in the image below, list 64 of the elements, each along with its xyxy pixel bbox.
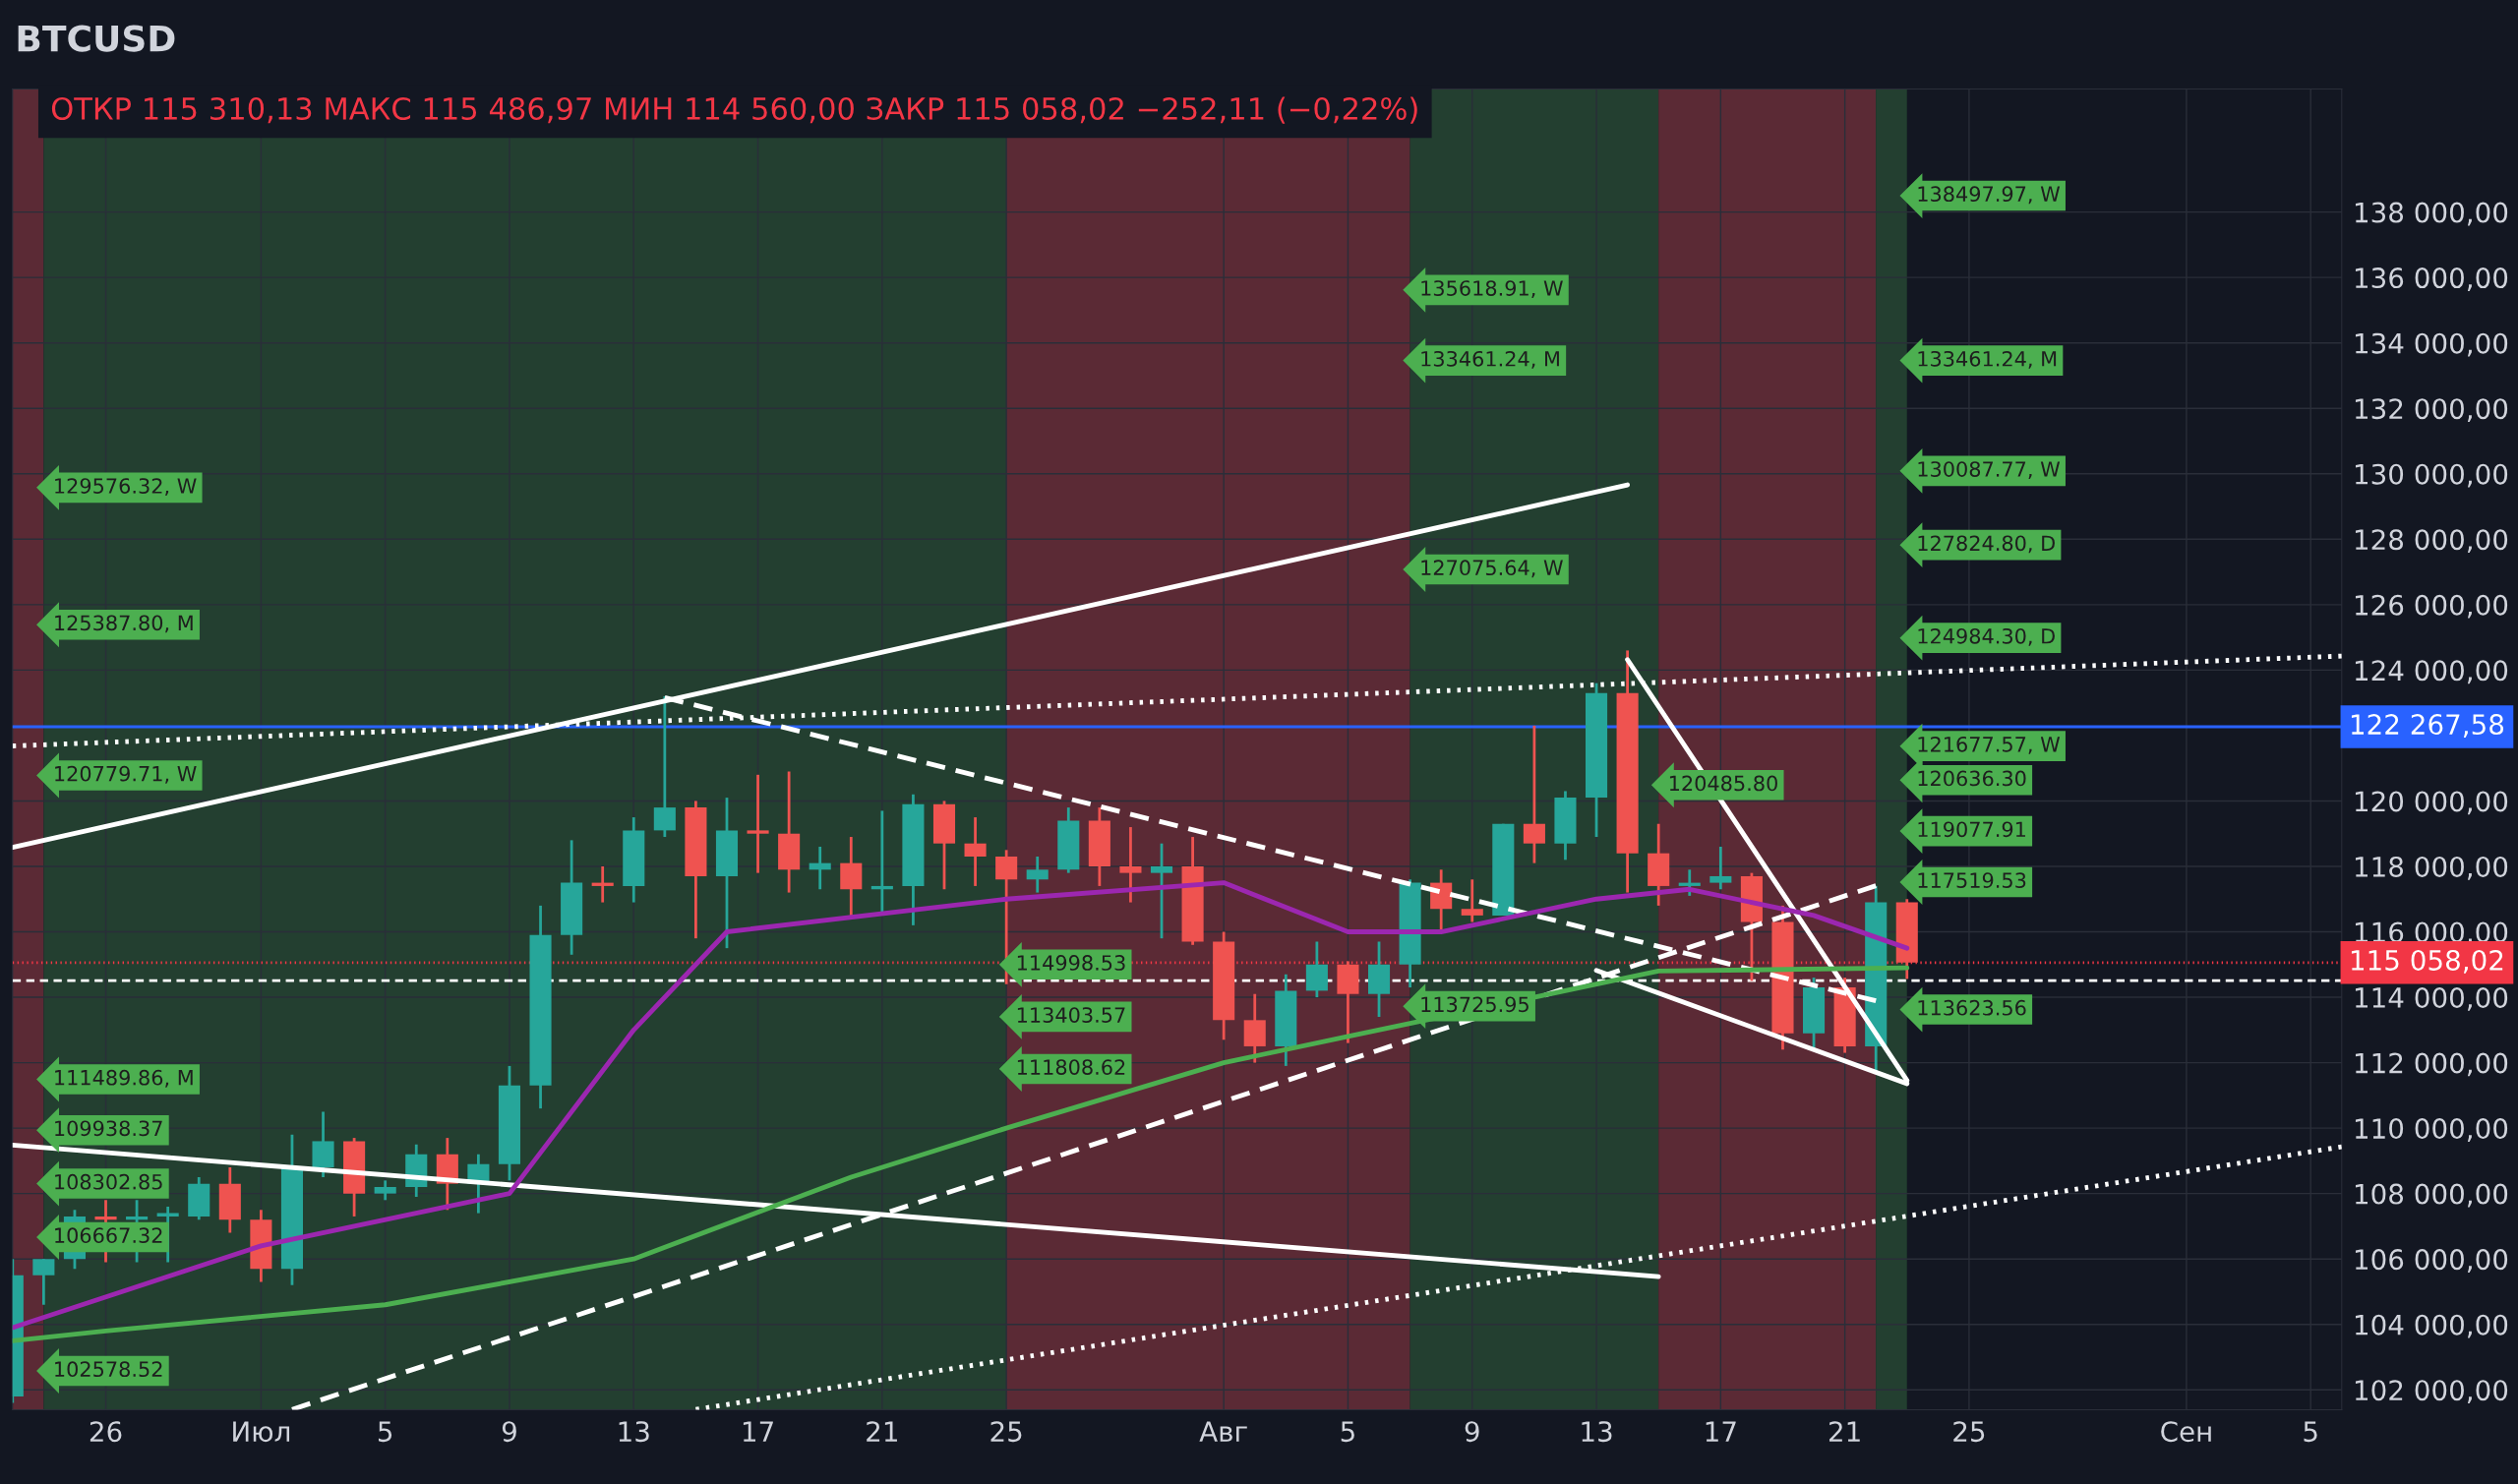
x-tick-label: 21	[1829, 1421, 1860, 1442]
annotation: 129576.32, W	[55, 478, 197, 497]
x-tick-label: 17	[743, 1421, 773, 1442]
annotation: 127075.64, W	[1421, 560, 1563, 578]
annotation: 127824.80, D	[1918, 535, 2055, 554]
x-tick-label: 5	[2304, 1421, 2317, 1443]
annotation: 135618.91, W	[1421, 280, 1563, 299]
x-tick-label: Авг	[1199, 1421, 1247, 1442]
y-tick-label: 124 000,00	[2355, 660, 2508, 684]
annotation: 117519.53	[1918, 872, 2026, 889]
annotation: 113725.95	[1421, 996, 1529, 1013]
chart-title: BTCUSD	[18, 25, 175, 52]
annotation: 133461.24, M	[1421, 350, 1559, 369]
y-tick-label: 130 000,00	[2355, 463, 2508, 488]
x-tick-label: 25	[1953, 1421, 1985, 1443]
annotation: 102578.52	[55, 1361, 162, 1378]
x-tick-label: 9	[502, 1421, 516, 1443]
ref-line-label: 115 058,02	[2351, 949, 2503, 974]
annotation: 138497.97, W	[1918, 186, 2061, 205]
x-tick-label: 5	[378, 1421, 392, 1443]
y-tick-label: 102 000,00	[2355, 1380, 2508, 1404]
annotation: 120779.71, W	[55, 765, 197, 784]
x-tick-label: 17	[1706, 1421, 1736, 1442]
y-tick-label: 112 000,00	[2355, 1052, 2508, 1077]
y-tick-label: 120 000,00	[2355, 791, 2508, 815]
y-tick-label: 106 000,00	[2355, 1249, 2508, 1273]
chart-subtitle: ОТКР 115 310,13 МАКС 115 486,97 МИН 114 560,00 ЗАКР 115 058,02 −252,11 (−0,22%)	[51, 96, 1417, 124]
y-tick-label: 132 000,00	[2355, 398, 2508, 423]
y-tick-label: 104 000,00	[2355, 1314, 2508, 1338]
y-tick-label: 118 000,00	[2355, 856, 2508, 880]
annotation: 124984.30, D	[1918, 627, 2055, 646]
annotation: 125387.80, M	[55, 615, 193, 633]
ref-line-label: 122 267,58	[2351, 714, 2504, 738]
annotation: 133461.24, M	[1918, 350, 2057, 369]
x-tick-label: 13	[1582, 1421, 1612, 1443]
y-tick-label: 114 000,00	[2355, 986, 2508, 1011]
annotation: 121677.57, W	[1918, 736, 2061, 754]
annotation: 120636.30	[1918, 770, 2026, 787]
annotation: 120485.80	[1669, 775, 1777, 792]
annotation: 111489.86, M	[55, 1069, 193, 1088]
annotation: 113403.57	[1017, 1007, 1125, 1023]
y-tick-label: 136 000,00	[2355, 267, 2508, 291]
annotation: 119077.91	[1918, 821, 2025, 838]
x-tick-label: Сен	[2161, 1421, 2211, 1443]
y-tick-label: 108 000,00	[2355, 1183, 2508, 1208]
x-tick-label: Июл	[233, 1421, 290, 1443]
y-tick-label: 110 000,00	[2355, 1118, 2508, 1142]
y-tick-label: 128 000,00	[2355, 529, 2508, 554]
y-tick-label: 138 000,00	[2355, 202, 2508, 226]
x-tick-label: 21	[867, 1421, 897, 1442]
y-tick-label: 134 000,00	[2355, 332, 2508, 357]
annotation: 114998.53	[1017, 955, 1125, 971]
annotation: 108302.85	[55, 1173, 162, 1190]
x-tick-label: 26	[90, 1421, 122, 1443]
x-tick-label: 9	[1465, 1421, 1479, 1443]
annotation: 106667.32	[55, 1227, 162, 1244]
annotation: 109938.37	[55, 1120, 162, 1137]
x-tick-label: 13	[619, 1421, 649, 1443]
x-tick-label: 5	[1341, 1421, 1354, 1443]
annotation: 130087.77, W	[1918, 461, 2061, 480]
annotation: 111808.62	[1017, 1059, 1125, 1075]
x-tick-label: 25	[990, 1421, 1022, 1443]
annotation: 113623.56	[1918, 999, 2026, 1016]
y-tick-label: 126 000,00	[2355, 594, 2508, 619]
